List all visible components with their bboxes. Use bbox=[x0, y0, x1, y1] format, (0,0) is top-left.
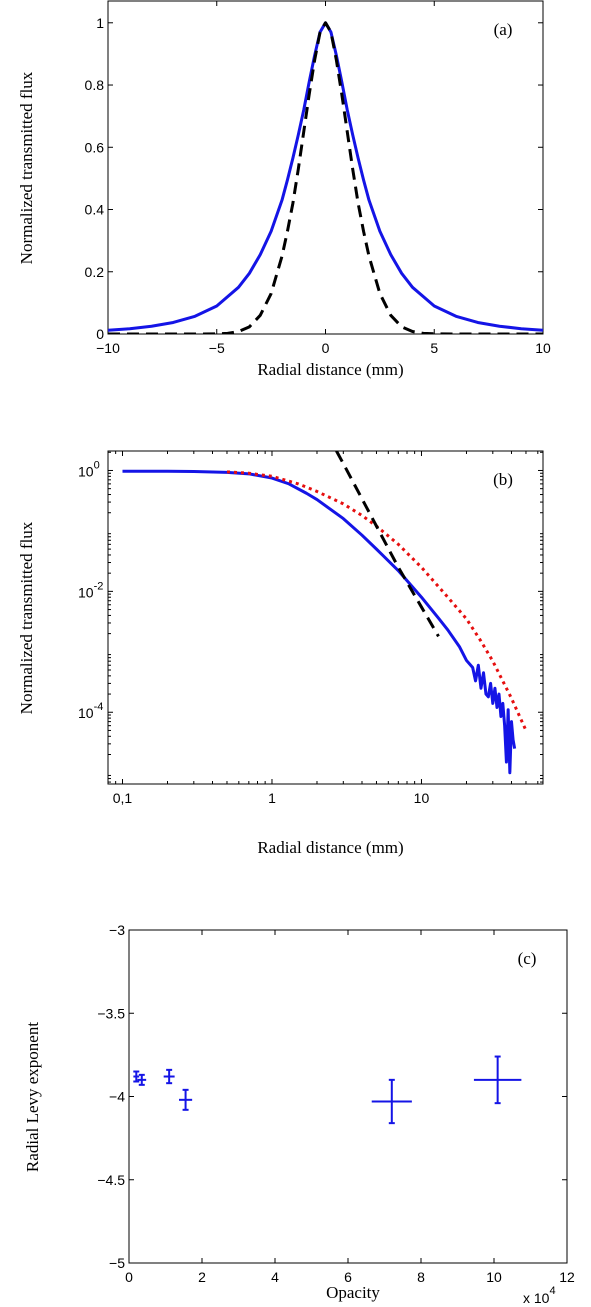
y-tick-label: 10-4 bbox=[78, 701, 103, 721]
y-axis-label: Normalized transmitted flux bbox=[17, 71, 36, 264]
panel-c-chart: 0 2 4 6 8 10 12 −5 −4.5 −4 −3.5 −3 Opacity Radial Lev… bbox=[23, 922, 575, 1306]
solid-series-line bbox=[108, 21, 543, 332]
plot-series-layer bbox=[108, 21, 543, 334]
solid-series-line bbox=[122, 469, 517, 775]
error-bar-point bbox=[133, 1070, 140, 1083]
plot-series-layer bbox=[122, 451, 528, 775]
x-tick-label: −10 bbox=[96, 340, 120, 356]
x-axis-label: Radial distance (mm) bbox=[257, 360, 403, 379]
x-tick-label: 10 bbox=[486, 1269, 502, 1285]
y-tick-label: 0.2 bbox=[85, 264, 105, 280]
x-tick-label: 10 bbox=[414, 790, 430, 806]
x-tick-label: 2 bbox=[198, 1269, 206, 1285]
error-bar-point bbox=[163, 1068, 175, 1085]
y-axis-label: Normalized transmitted flux bbox=[17, 521, 36, 714]
y-tick-label: −4 bbox=[109, 1089, 125, 1105]
x-axis-label: Opacity bbox=[326, 1283, 380, 1302]
dashed-series-line bbox=[335, 451, 440, 638]
error-bar-point bbox=[473, 1055, 522, 1105]
x-tick-label: 0 bbox=[125, 1269, 133, 1285]
panel-label: (b) bbox=[493, 470, 513, 489]
error-bar-point bbox=[371, 1078, 412, 1125]
x-tick-label: 1 bbox=[268, 790, 276, 806]
x-tick-label: 10 bbox=[535, 340, 551, 356]
x-tick-label: 5 bbox=[430, 340, 438, 356]
panel-b-chart: 0,1 1 10 10-4 10-2 100 Radial distance (mm) Nor… bbox=[17, 450, 544, 857]
y-tick-label: −4.5 bbox=[97, 1172, 125, 1188]
plot-area-frame bbox=[128, 929, 568, 1264]
error-bar-point bbox=[137, 1073, 147, 1086]
plot-area-frame bbox=[107, 450, 544, 785]
error-bar-point bbox=[179, 1088, 193, 1111]
y-tick-label: 100 bbox=[78, 459, 100, 479]
y-tick-label: −5 bbox=[109, 1255, 125, 1271]
y-tick-label: 0 bbox=[96, 326, 104, 342]
dotted-series-line bbox=[226, 470, 528, 732]
plot-area-frame bbox=[107, 0, 544, 335]
x-tick-label: 0 bbox=[322, 340, 330, 356]
y-tick-label: 1 bbox=[96, 15, 104, 31]
dashed-series-line bbox=[108, 21, 543, 334]
panel-a-chart: −10 −5 0 5 10 0 0.2 0.4 0.6 0.8 1 Radial distance (… bbox=[17, 0, 551, 379]
y-tick-label: 0.6 bbox=[85, 139, 105, 155]
plot-series-layer bbox=[133, 1055, 522, 1125]
y-tick-label: −3 bbox=[109, 922, 125, 938]
x-tick-label: 6 bbox=[344, 1269, 352, 1285]
y-tick-label: 10-2 bbox=[78, 580, 103, 600]
y-tick-label: −3.5 bbox=[97, 1005, 125, 1021]
x-tick-label: 8 bbox=[417, 1269, 425, 1285]
y-tick-label: 0.8 bbox=[85, 77, 105, 93]
y-tick-label: 0.4 bbox=[85, 202, 105, 218]
x-axis-multiplier: x 104 bbox=[523, 1285, 556, 1306]
x-tick-label: −5 bbox=[209, 340, 225, 356]
x-tick-label: 0,1 bbox=[113, 790, 133, 806]
y-axis-label: Radial Levy exponent bbox=[23, 1022, 42, 1172]
x-tick-label: 12 bbox=[559, 1269, 575, 1285]
panel-label: (c) bbox=[518, 949, 537, 968]
x-tick-label: 4 bbox=[271, 1269, 279, 1285]
x-axis-label: Radial distance (mm) bbox=[257, 838, 403, 857]
panel-label: (a) bbox=[494, 20, 513, 39]
